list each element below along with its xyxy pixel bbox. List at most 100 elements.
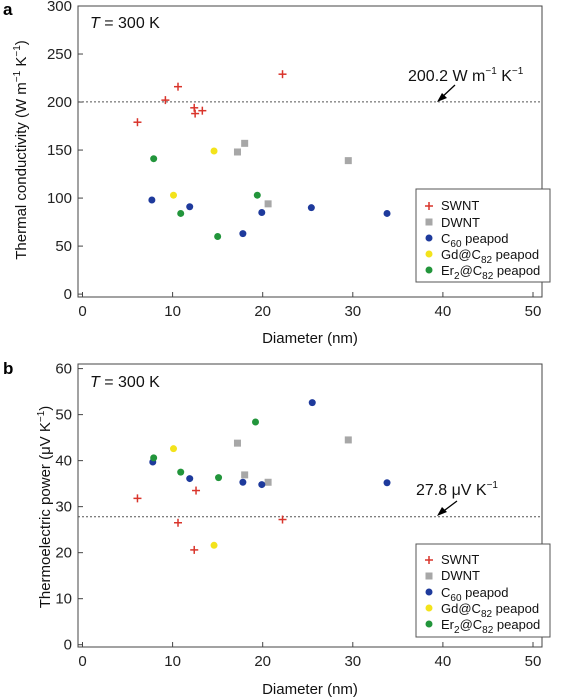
panel-a-legend-marker-er2-c82-peapod <box>425 266 433 274</box>
panel-b-y-tick-label: 30 <box>55 499 72 516</box>
panel-b-y-tick-label: 20 <box>55 545 72 562</box>
panel-b-x-tick-label: 20 <box>254 653 271 670</box>
panel-b-dwnt-point-3 <box>264 478 272 486</box>
panel-b-c60-peapod-point-3 <box>239 478 247 486</box>
panel-a-c60-peapod-point-4 <box>258 208 266 216</box>
panel-b-legend-marker-swnt <box>425 556 433 564</box>
panel-a-arrowhead <box>437 93 447 102</box>
panel-b-er2-c82-peapod-point-1 <box>150 454 158 462</box>
legend-label-swnt: SWNT <box>441 552 479 567</box>
panel-b-x-tick-label: 40 <box>435 653 452 670</box>
panel-a-c60-peapod-point-3 <box>239 230 247 238</box>
panel-a-er2-c82-peapod-point-4 <box>253 191 261 199</box>
panel-a-er2-c82-peapod-point-2 <box>177 209 185 217</box>
panel-b-er2-c82-peapod-point-3 <box>215 474 223 482</box>
panel-a-y-tick-label: 150 <box>47 142 72 159</box>
panel-a-label: a <box>3 0 13 19</box>
panel-b-swnt-point-5 <box>278 515 287 524</box>
panel-b-y-tick-label: 40 <box>55 453 72 470</box>
panel-b-legend: SWNT DWNT C60 peapod Gd@C82 peapod Er2@C… <box>415 543 551 638</box>
panel-a-chart: a 0 50 100 150 200 250 300 0 10 20 30 40 50 T = 300… <box>3 0 551 347</box>
legend-label-dwnt: DWNT <box>441 568 480 583</box>
panel-a-dwnt-point-3 <box>264 200 272 208</box>
panel-a-x-axis-label: Diameter (nm) <box>262 330 358 347</box>
panel-a-dwnt-point-2 <box>241 139 249 147</box>
panel-a-x-tick-label: 0 <box>78 303 86 320</box>
panel-b-gd-c82-peapod-point-2 <box>210 541 218 549</box>
panel-b-c60-peapod-point-2 <box>186 475 194 483</box>
panel-a-plot-frame <box>77 5 543 298</box>
legend-label-gd: Gd@C82 peapod <box>441 247 539 266</box>
panel-b-gd-c82-peapod-point-1 <box>170 445 178 453</box>
legend-label-gd: Gd@C82 peapod <box>441 601 539 620</box>
panel-b-y-tick-label: 50 <box>55 407 72 424</box>
panel-a-y-tick-label: 0 <box>64 286 72 303</box>
panel-b-arrowhead <box>437 507 447 516</box>
panel-a-x-tick-label: 10 <box>164 303 181 320</box>
panel-a-y-tick-label: 200 <box>47 94 72 111</box>
panel-a-temperature-label: T = 300 K <box>90 15 160 32</box>
panel-b-chart: b 0 10 20 30 40 50 60 0 10 20 30 40 50 T = 300 K 27… <box>3 359 551 698</box>
panel-a-swnt-point-2 <box>161 96 170 105</box>
panel-a-x-tick-label: 30 <box>344 303 361 320</box>
panel-b-legend-marker-dwnt <box>425 572 433 580</box>
panel-a-c60-peapod-point-1 <box>148 196 156 204</box>
panel-b-y-tick-label: 10 <box>55 591 72 608</box>
panel-b-y-tick-label: 60 <box>55 361 72 378</box>
panel-a-y-tick-label: 300 <box>47 0 72 15</box>
panel-b-er2-c82-peapod-point-2 <box>177 468 185 476</box>
panel-a-swnt-point-7 <box>278 70 287 79</box>
panel-b-x-tick-label: 10 <box>164 653 181 670</box>
panel-a-reference-label: 200.2 W m−1 K−1 <box>408 66 524 85</box>
panel-a-legend-marker-dwnt <box>425 218 433 226</box>
panel-b-dwnt-point-2 <box>241 471 249 479</box>
panel-a-dwnt-point-4 <box>344 157 352 165</box>
panel-b-legend-box <box>415 543 551 638</box>
panel-b-plot-frame <box>77 363 543 648</box>
panel-a-swnt-point-1 <box>133 118 142 127</box>
panel-a-legend-marker-c60-peapod <box>425 234 433 242</box>
panel-b-x-tick-label: 0 <box>78 653 86 670</box>
panel-a-swnt-point-5 <box>191 109 200 118</box>
panel-b-legend-marker-gd-c82-peapod <box>425 604 433 612</box>
panel-a-gd-c82-peapod-point-1 <box>170 191 178 199</box>
legend-label-er: Er2@C82 peapod <box>441 617 540 636</box>
panel-a-y-axis-label: Thermal conductivity (W m−1 K−1) <box>12 40 30 260</box>
legend-label-swnt: SWNT <box>441 198 479 213</box>
legend-label-dwnt: DWNT <box>441 215 480 230</box>
panel-b-swnt-point-3 <box>190 545 199 554</box>
panel-b-x-tick-label: 30 <box>344 653 361 670</box>
panel-b-swnt-point-2 <box>174 518 183 527</box>
panel-b-er2-c82-peapod-point-4 <box>251 418 259 426</box>
panel-a-legend-marker-gd-c82-peapod <box>425 250 433 258</box>
panel-a-legend-box <box>415 188 551 283</box>
panel-b-legend-marker-c60-peapod <box>425 588 433 596</box>
panel-a-c60-peapod-point-2 <box>186 203 194 211</box>
panel-b-c60-peapod-point-6 <box>383 479 391 487</box>
panel-b-label: b <box>3 359 13 378</box>
panel-b-c60-peapod-point-4 <box>258 481 266 489</box>
panel-a-swnt-point-4 <box>190 103 199 112</box>
panel-b-x-tick-label: 50 <box>525 653 542 670</box>
panel-b-temperature-label: T = 300 K <box>90 374 160 391</box>
panel-b-c60-peapod-point-5 <box>308 399 316 407</box>
panel-b-x-axis-label: Diameter (nm) <box>262 681 358 698</box>
panel-b-legend-marker-er2-c82-peapod <box>425 620 433 628</box>
panel-b-swnt-point-1 <box>133 494 142 503</box>
legend-label-er: Er2@C82 peapod <box>441 263 540 282</box>
panel-a-c60-peapod-point-5 <box>307 204 315 212</box>
panel-a-y-tick-label: 100 <box>47 190 72 207</box>
panel-b-dwnt-point-4 <box>344 436 352 444</box>
panel-a-c60-peapod-point-6 <box>383 209 391 217</box>
panel-b-y-axis-label: Thermoelectric power (μV K−1) <box>36 406 54 609</box>
panel-a-swnt-point-3 <box>174 82 183 91</box>
panel-b-dwnt-point-1 <box>233 439 241 447</box>
panel-b-reference-label: 27.8 μV K−1 <box>416 480 498 499</box>
panel-a-swnt-point-6 <box>198 106 207 115</box>
panel-a-dwnt-point-1 <box>233 148 241 156</box>
panel-a-legend-marker-swnt <box>425 202 433 210</box>
panel-a-gd-c82-peapod-point-2 <box>210 147 218 155</box>
panel-a-legend: SWNT DWNT C60 peapod Gd@C82 peapod Er2@C… <box>415 188 551 283</box>
panel-a-y-tick-label: 50 <box>55 238 72 255</box>
